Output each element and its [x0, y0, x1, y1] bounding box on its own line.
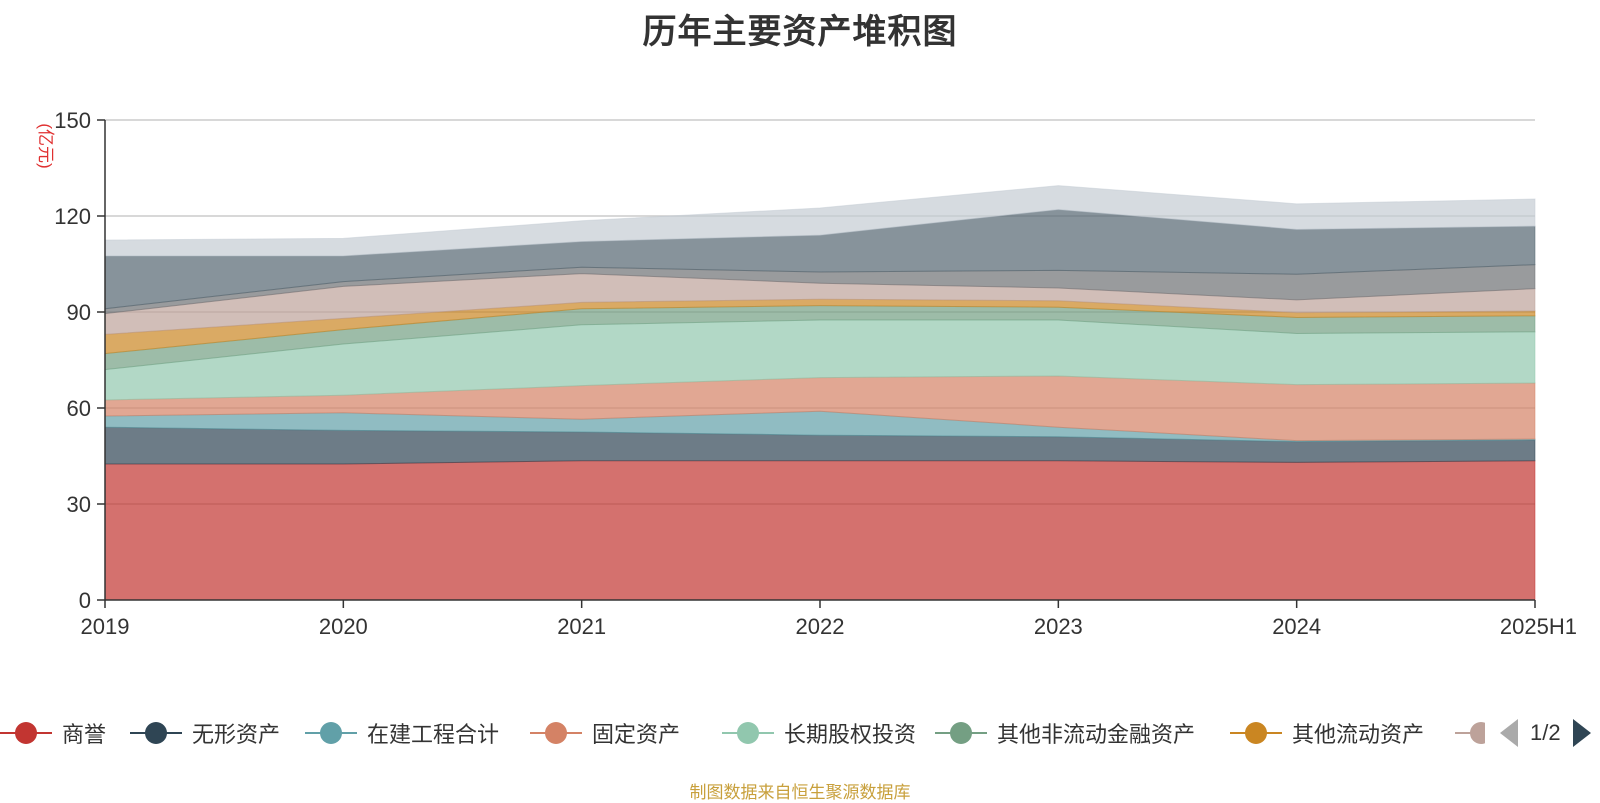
- legend-item[interactable]: 长期股权投资: [722, 716, 916, 750]
- legend-marker-icon: [1230, 716, 1282, 750]
- legend-prev-page-button[interactable]: [1500, 719, 1518, 747]
- legend-marker-icon: [1455, 716, 1485, 750]
- source-footer: 制图数据来自恒生聚源数据库: [689, 783, 911, 802]
- legend-page-indicator: 1/2: [1530, 720, 1561, 745]
- y-axis-unit-label: (亿元): [36, 123, 55, 168]
- x-tick-label: 2021: [557, 614, 606, 639]
- legend-marker-icon: [0, 716, 52, 750]
- y-tick-label: 90: [67, 300, 91, 325]
- legend-label: 固定资产: [592, 722, 681, 747]
- x-tick-label: 2022: [796, 614, 845, 639]
- legend-marker-icon: [305, 716, 357, 750]
- y-tick-label: 60: [67, 396, 91, 421]
- x-tick-label: 2025H1: [1500, 614, 1577, 639]
- legend-item[interactable]: 其他非流动金融资产: [935, 716, 1195, 750]
- legend-item[interactable]: 其他流动资产: [1230, 716, 1424, 750]
- x-tick-label: 2023: [1034, 614, 1083, 639]
- chart-title: 历年主要资产堆积图: [642, 13, 958, 51]
- legend-marker-icon: [935, 716, 987, 750]
- legend-label: 无形资产: [192, 722, 281, 747]
- legend-item-partial[interactable]: [1455, 716, 1485, 750]
- x-tick-label: 2024: [1272, 614, 1321, 639]
- legend-marker-icon: [722, 716, 774, 750]
- y-tick-label: 0: [79, 588, 91, 613]
- legend-item[interactable]: 商誉: [0, 716, 106, 750]
- y-tick-label: 150: [54, 108, 91, 133]
- legend-label: 长期股权投资: [784, 722, 917, 747]
- legend-label: 其他流动资产: [1292, 722, 1425, 747]
- y-tick-label: 120: [54, 204, 91, 229]
- legend-label: 其他非流动金融资产: [997, 722, 1196, 747]
- legend-item[interactable]: 无形资产: [130, 716, 280, 750]
- legend-label: 在建工程合计: [367, 722, 500, 747]
- legend-label: 商誉: [62, 722, 107, 747]
- legend-marker-icon: [530, 716, 582, 750]
- legend-next-page-button[interactable]: [1572, 719, 1591, 747]
- x-tick-label: 2019: [81, 614, 130, 639]
- legend-item[interactable]: 在建工程合计: [305, 716, 499, 750]
- legend: 商誉 无形资产 在建工程合计 固定资产 长期股权投资 其他非流动金融资产 其他流动资产: [0, 716, 1600, 756]
- legend-item[interactable]: 固定资产: [530, 716, 680, 750]
- y-tick-label: 30: [67, 492, 91, 517]
- area-series-0: [104, 460, 1536, 601]
- legend-marker-icon: [130, 716, 182, 750]
- legend-pager: 1/2: [1500, 716, 1591, 750]
- area-series-10: [104, 185, 1536, 257]
- x-tick-label: 2020: [319, 614, 368, 639]
